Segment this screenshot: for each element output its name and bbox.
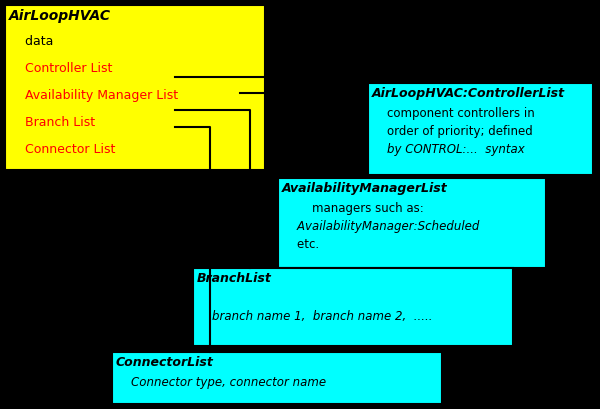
Text: order of priority; defined: order of priority; defined xyxy=(372,125,533,138)
Text: by CONTROL:...  syntax: by CONTROL:... syntax xyxy=(372,143,525,156)
Text: BranchList: BranchList xyxy=(197,272,272,285)
Bar xyxy=(112,352,442,404)
Text: Branch List: Branch List xyxy=(9,116,95,129)
Text: Controller List: Controller List xyxy=(9,62,112,75)
Text: component controllers in: component controllers in xyxy=(372,107,535,120)
Text: AirLoopHVAC: AirLoopHVAC xyxy=(9,9,111,23)
Text: Connector List: Connector List xyxy=(9,143,115,156)
Text: data: data xyxy=(9,35,53,48)
Text: managers such as:: managers such as: xyxy=(282,202,424,215)
Text: branch name 1,  branch name 2,  .....: branch name 1, branch name 2, ..... xyxy=(197,310,433,323)
Text: AirLoopHVAC:ControllerList: AirLoopHVAC:ControllerList xyxy=(372,87,565,100)
Text: Connector type, connector name: Connector type, connector name xyxy=(116,376,326,389)
Bar xyxy=(368,83,593,175)
Bar xyxy=(193,268,513,346)
Text: AvailabilityManager:Scheduled: AvailabilityManager:Scheduled xyxy=(282,220,479,233)
Bar xyxy=(278,178,546,268)
Text: AvailabilityManagerList: AvailabilityManagerList xyxy=(282,182,448,195)
Text: etc.: etc. xyxy=(282,238,319,251)
Text: ConnectorList: ConnectorList xyxy=(116,356,214,369)
Text: Availability Manager List: Availability Manager List xyxy=(9,89,178,102)
Bar xyxy=(5,5,265,170)
